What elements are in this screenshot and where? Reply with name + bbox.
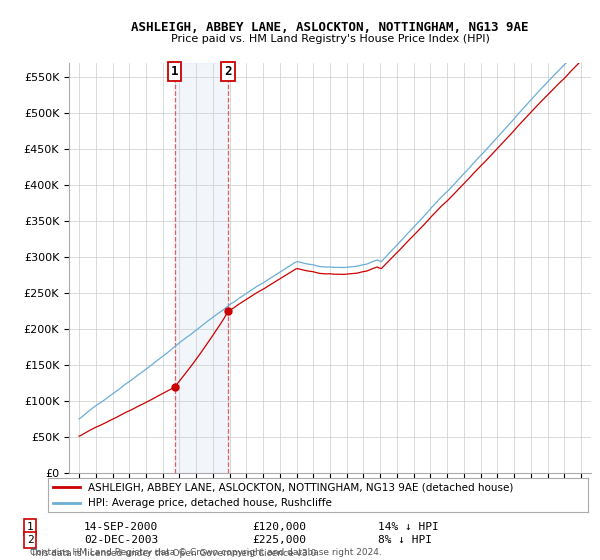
Text: £120,000: £120,000 [252, 522, 306, 532]
Text: 14% ↓ HPI: 14% ↓ HPI [378, 522, 439, 532]
Text: ASHLEIGH, ABBEY LANE, ASLOCKTON, NOTTINGHAM, NG13 9AE: ASHLEIGH, ABBEY LANE, ASLOCKTON, NOTTING… [131, 21, 529, 34]
Text: 1: 1 [26, 522, 34, 532]
Text: 02-DEC-2003: 02-DEC-2003 [84, 535, 158, 545]
Text: 14-SEP-2000: 14-SEP-2000 [84, 522, 158, 532]
Text: Contains HM Land Registry data © Crown copyright and database right 2024.: Contains HM Land Registry data © Crown c… [30, 548, 382, 557]
Text: 2: 2 [224, 65, 232, 78]
Text: This data is licensed under the Open Government Licence v3.0.: This data is licensed under the Open Gov… [30, 549, 319, 558]
Bar [175, 63, 228, 473]
Text: Price paid vs. HM Land Registry's House Price Index (HPI): Price paid vs. HM Land Registry's House … [170, 34, 490, 44]
Text: £225,000: £225,000 [252, 535, 306, 545]
Text: 8% ↓ HPI: 8% ↓ HPI [378, 535, 432, 545]
Text: ASHLEIGH, ABBEY LANE, ASLOCKTON, NOTTINGHAM, NG13 9AE (detached house): ASHLEIGH, ABBEY LANE, ASLOCKTON, NOTTING… [89, 482, 514, 492]
Text: 1: 1 [171, 65, 178, 78]
Text: HPI: Average price, detached house, Rushcliffe: HPI: Average price, detached house, Rush… [89, 498, 332, 508]
Text: 2: 2 [26, 535, 34, 545]
